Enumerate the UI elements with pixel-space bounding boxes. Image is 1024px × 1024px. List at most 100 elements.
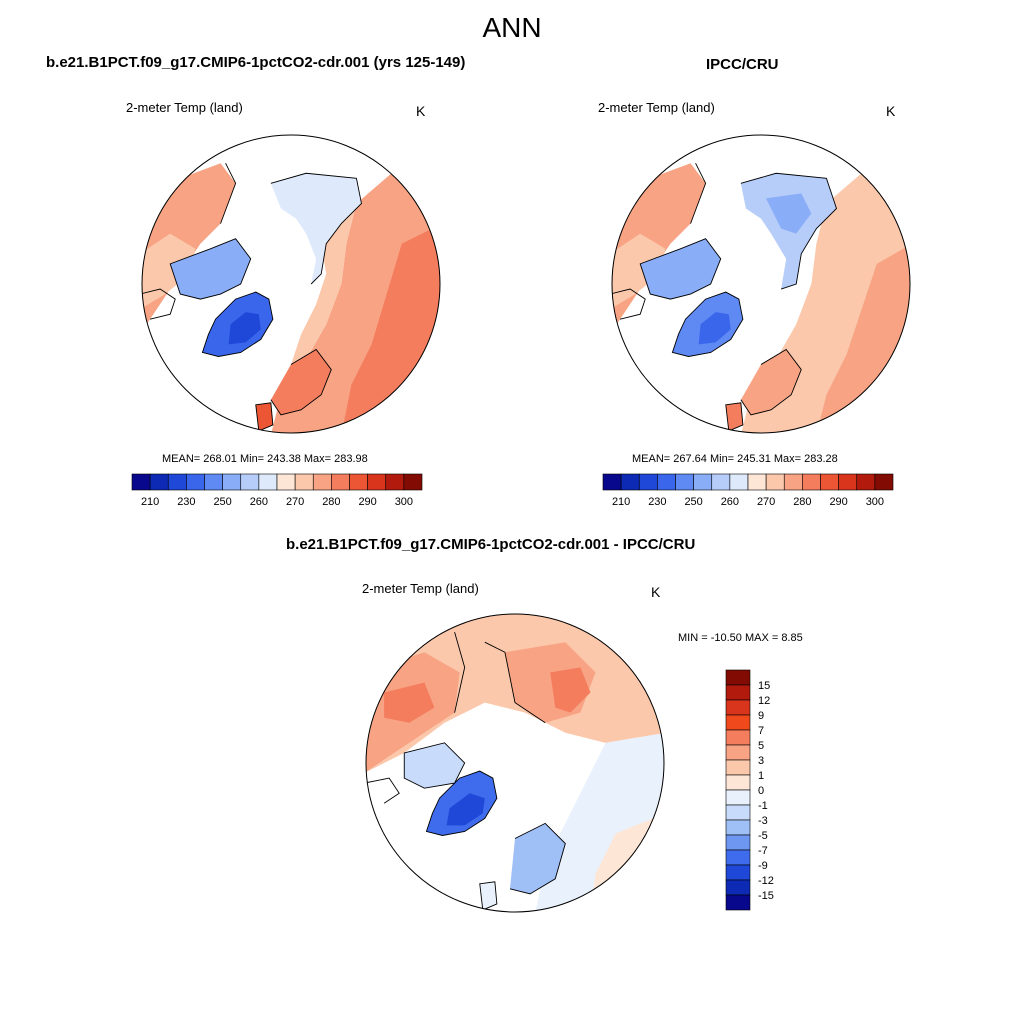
panel3-map [365, 613, 665, 913]
colorbar-swatch [131, 473, 151, 491]
canada-region [640, 238, 721, 300]
colorbar-tick-label: -1 [758, 800, 768, 812]
colorbar-swatch [747, 473, 767, 491]
colorbar-swatch [186, 473, 205, 491]
colorbar-tick-label: 5 [758, 740, 764, 752]
colorbar-tick-label: 280 [793, 496, 811, 508]
colorbar-tick-label: -7 [758, 845, 768, 857]
colorbar-swatch [167, 473, 187, 491]
colorbar-tick-label: 280 [322, 496, 340, 508]
colorbar-tick-label: 3 [758, 755, 764, 767]
colorbar-swatch [725, 699, 751, 716]
uk-region [725, 402, 743, 431]
panel2-map [611, 134, 911, 434]
panel1-variable: 2-meter Temp (land) [126, 100, 243, 115]
panel3-stats: MIN = -10.50 MAX = 8.85 [678, 632, 803, 644]
panel1-map [141, 134, 441, 434]
colorbar-swatch [725, 744, 751, 761]
panel2-colorbar: 210 230 250 260 270 280 290 300 [602, 473, 894, 508]
colorbar-swatch [403, 473, 423, 491]
colorbar-tick-label: 210 [141, 496, 159, 508]
panel2-units: K [886, 103, 896, 119]
colorbar-swatch [725, 849, 751, 866]
panel3-units: K [651, 584, 661, 600]
colorbar-swatch [294, 473, 314, 491]
colorbar-swatch [725, 789, 751, 806]
colorbar-swatch [693, 473, 713, 491]
colorbar-swatch [725, 714, 751, 731]
colorbar-swatch [725, 684, 751, 701]
colorbar-swatch [675, 473, 694, 491]
colorbar-swatch [638, 473, 658, 491]
colorbar-swatch [204, 473, 223, 491]
colorbar-swatch [222, 473, 242, 491]
panel2-title: IPCC/CRU [706, 56, 779, 73]
colorbar-swatch [725, 804, 751, 821]
colorbar-tick-label: -9 [758, 860, 768, 872]
colorbar-swatch [312, 473, 332, 491]
colorbar-swatch [240, 473, 260, 491]
colorbar-swatch [765, 473, 785, 491]
colorbar-swatch [725, 879, 751, 896]
colorbar-tick-label: 270 [286, 496, 304, 508]
colorbar-swatch [349, 473, 368, 491]
siberia-hotspot [550, 667, 591, 713]
scandinavia-region [509, 823, 566, 894]
colorbar-swatch [620, 473, 640, 491]
colorbar-swatch [725, 819, 751, 836]
colorbar-swatch [725, 774, 751, 791]
figure-title: ANN [482, 12, 542, 43]
panel1-stats: MEAN= 268.01 Min= 243.38 Max= 283.98 [162, 453, 368, 465]
panel1-colorbar: 210 230 250 260 270 280 290 300 [131, 473, 423, 508]
canada-region [170, 238, 251, 300]
colorbar-swatch [711, 473, 731, 491]
colorbar-tick-label: 260 [721, 496, 739, 508]
colorbar-tick-label: 300 [395, 496, 413, 508]
colorbar-swatch [149, 473, 169, 491]
panel2-stats: MEAN= 267.64 Min= 245.31 Max= 283.28 [632, 453, 838, 465]
colorbar-tick-label: 210 [612, 496, 630, 508]
colorbar-swatch [802, 473, 821, 491]
colorbar-swatch [729, 473, 749, 491]
colorbar-swatch [856, 473, 876, 491]
colorbar-tick-label: -5 [758, 830, 768, 842]
canada-region [404, 742, 465, 789]
colorbar-tick-label: 0 [758, 785, 764, 797]
siberia-region [270, 173, 362, 284]
colorbar-tick-label: 230 [177, 496, 195, 508]
colorbar-swatch [258, 473, 278, 491]
colorbar-swatch [725, 864, 751, 881]
colorbar-swatch [276, 473, 296, 491]
colorbar-swatch [602, 473, 622, 491]
uk-region [255, 402, 273, 431]
uk-region [479, 881, 497, 910]
panel1-title: b.e21.B1PCT.f09_g17.CMIP6-1pctCO2-cdr.00… [46, 54, 466, 71]
colorbar-swatch [874, 473, 894, 491]
panel3-title: b.e21.B1PCT.f09_g17.CMIP6-1pctCO2-cdr.00… [286, 536, 696, 553]
colorbar-swatch [657, 473, 676, 491]
colorbar-tick-label: 290 [358, 496, 376, 508]
colorbar-tick-label: 230 [648, 496, 666, 508]
colorbar-tick-label: -15 [758, 890, 774, 902]
colorbar-swatch [725, 729, 751, 746]
colorbar-tick-label: 15 [758, 680, 770, 692]
colorbar-tick-label: -12 [758, 875, 774, 887]
colorbar-tick-label: 9 [758, 710, 764, 722]
colorbar-tick-label: 260 [250, 496, 268, 508]
panel3-variable: 2-meter Temp (land) [362, 581, 479, 596]
colorbar-swatch [385, 473, 405, 491]
colorbar-swatch [838, 473, 858, 491]
colorbar-swatch [331, 473, 350, 491]
panel2-variable: 2-meter Temp (land) [598, 100, 715, 115]
colorbar-tick-label: 270 [757, 496, 775, 508]
colorbar-tick-label: -3 [758, 815, 768, 827]
colorbar-swatch [725, 894, 751, 911]
colorbar-tick-label: 250 [213, 496, 231, 508]
colorbar-tick-label: 7 [758, 725, 764, 737]
colorbar-tick-label: 12 [758, 695, 770, 707]
panel3-colorbar: 15 12 9 7 5 3 1 0 -1 -3 -5 -7 -9 -12 -15 [725, 669, 774, 911]
eurasia-transition [285, 203, 357, 395]
colorbar-tick-label: 290 [829, 496, 847, 508]
colorbar-tick-label: 1 [758, 770, 764, 782]
panel1-units: K [416, 103, 426, 119]
